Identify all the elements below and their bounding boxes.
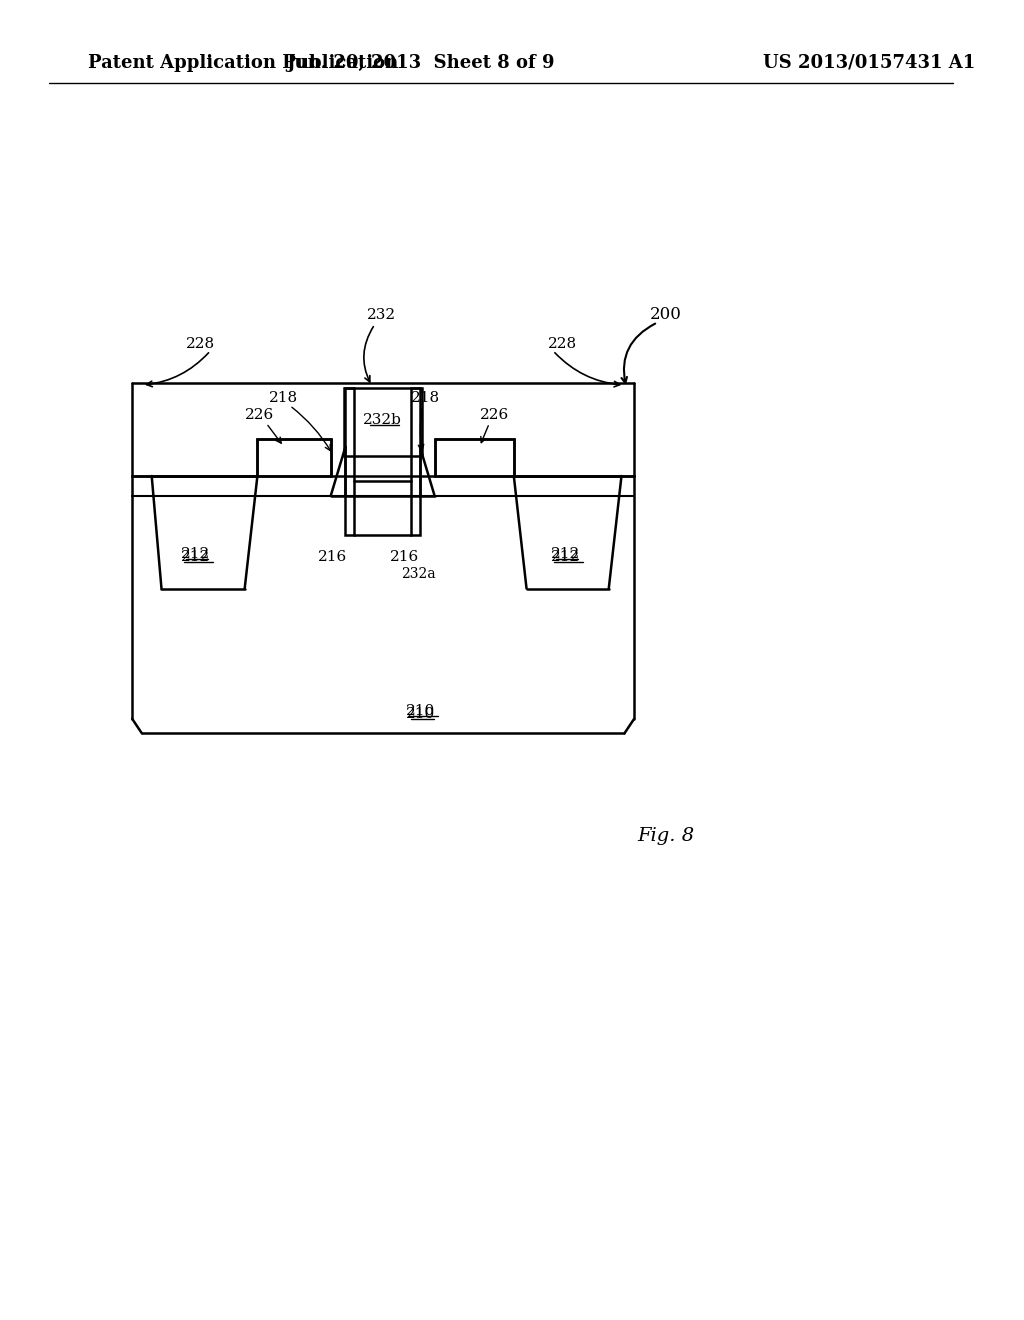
Text: 232b: 232b	[364, 413, 402, 428]
Text: 212: 212	[181, 548, 210, 561]
Text: 232a: 232a	[401, 566, 436, 581]
Text: Jun. 20, 2013  Sheet 8 of 9: Jun. 20, 2013 Sheet 8 of 9	[287, 54, 555, 73]
Text: Fig. 8: Fig. 8	[637, 828, 694, 845]
Text: 228: 228	[186, 337, 215, 351]
Text: 226: 226	[245, 408, 274, 422]
Text: 226: 226	[479, 408, 509, 422]
Text: Patent Application Publication: Patent Application Publication	[88, 54, 398, 73]
Bar	[434, 438, 514, 477]
Text: 200: 200	[649, 306, 681, 323]
Text: 232: 232	[368, 308, 396, 322]
Text: US 2013/0157431 A1: US 2013/0157431 A1	[763, 54, 976, 73]
Bar	[343, 388, 422, 457]
Text: 218: 218	[412, 391, 440, 405]
Text: 216: 216	[389, 550, 419, 564]
Text: 212: 212	[551, 548, 581, 561]
Text: 212: 212	[551, 550, 581, 564]
Bar	[257, 438, 331, 477]
Text: 218: 218	[269, 391, 298, 405]
Bar	[411, 388, 420, 535]
Text: 228: 228	[548, 337, 578, 351]
Text: 210: 210	[407, 704, 435, 718]
Text: 210: 210	[407, 706, 435, 721]
Text: 212: 212	[181, 550, 210, 564]
Bar	[345, 388, 354, 535]
Text: 216: 216	[318, 550, 347, 564]
